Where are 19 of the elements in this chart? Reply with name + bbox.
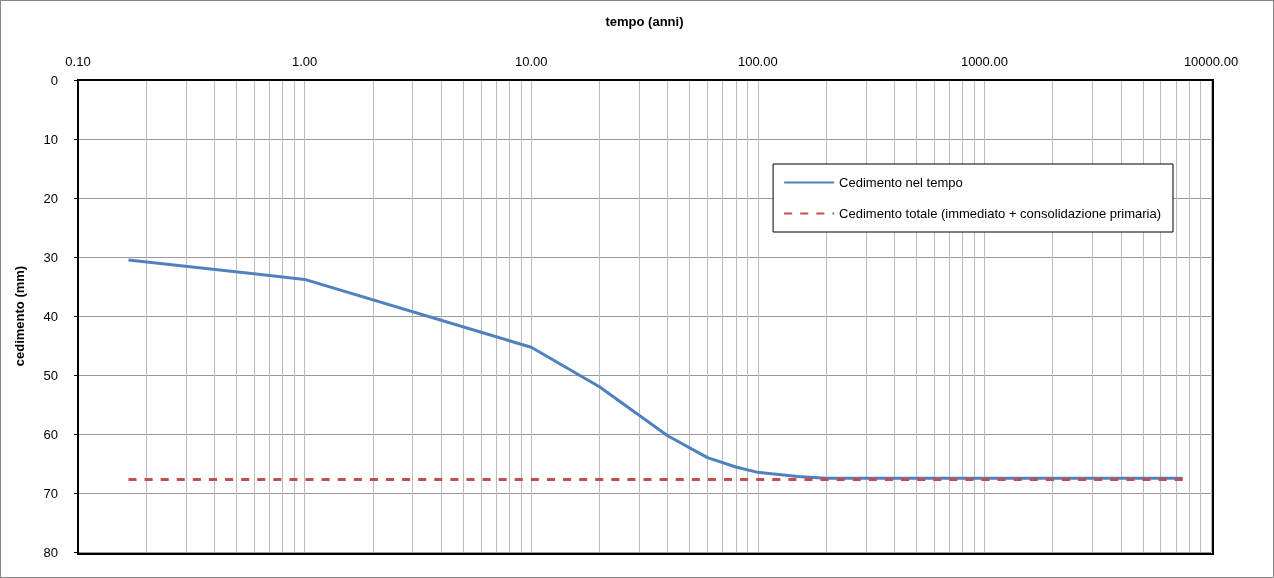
x-tick-label: 10000.00 xyxy=(1183,54,1239,69)
y-tick-label: 0 xyxy=(50,72,58,88)
y-tick-label: 50 xyxy=(43,367,58,383)
x-tick-label: 0.10 xyxy=(65,54,91,69)
legend-label: Cedimento nel tempo xyxy=(839,175,963,190)
x-tick-label: 10.00 xyxy=(514,54,548,69)
x-axis-title: tempo (anni) xyxy=(605,14,684,29)
y-tick-label: 70 xyxy=(43,485,58,501)
y-tick-label: 60 xyxy=(43,426,58,442)
y-tick-label: 30 xyxy=(43,249,58,265)
y-tick-label: 40 xyxy=(43,308,58,324)
y-tick-label: 80 xyxy=(43,544,58,560)
legend-label: Cedimento totale (immediato + consolidazione primaria) xyxy=(839,206,1161,221)
x-tick-label: 1.00 xyxy=(291,54,318,69)
y-tick-label: 10 xyxy=(43,131,58,147)
x-tick-label: 100.00 xyxy=(737,54,778,69)
y-axis-title: cedimento (mm) xyxy=(12,265,27,367)
y-tick-label: 20 xyxy=(43,190,58,206)
x-tick-label: 1000.00 xyxy=(960,54,1008,69)
